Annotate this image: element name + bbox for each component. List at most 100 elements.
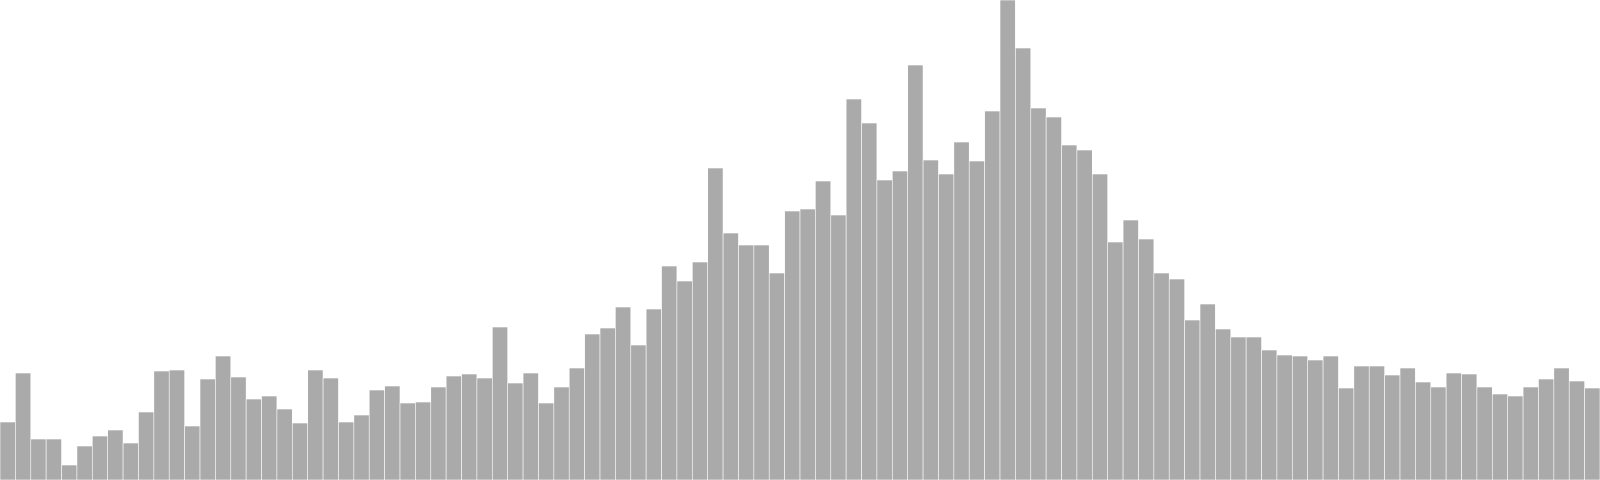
bar-20 [307,369,324,480]
bar-93 [1430,386,1447,480]
bar-28 [430,386,447,480]
bar-43 [661,265,678,480]
bar-65 [999,0,1016,480]
bar-60 [922,159,939,480]
bar-44 [676,280,693,480]
bar-59 [907,64,924,480]
bar-5 [76,445,93,480]
bar-83 [1276,354,1293,480]
bar-102 [1568,380,1585,480]
bar-95 [1461,373,1478,480]
bar-34 [522,372,539,480]
bar-12 [184,425,201,480]
bar-41 [630,344,647,480]
bar-26 [399,402,416,480]
bar-86 [1322,355,1339,480]
bar-77 [1184,319,1201,480]
bar-61 [938,173,955,480]
bar-16 [245,398,262,480]
bar-49 [753,244,770,480]
bar-45 [692,261,708,480]
bar-100 [1538,378,1555,480]
bar-27 [415,401,432,480]
bar-38 [584,333,601,480]
bar-63 [968,160,985,480]
bar-73 [1122,219,1139,480]
bar-46 [707,167,724,480]
bar-19 [292,422,308,480]
bar-68 [1045,116,1062,480]
bar-51 [784,210,801,480]
bar-37 [568,367,585,480]
bar-91 [1399,367,1416,480]
bar-57 [876,179,893,480]
bar-31 [476,377,493,480]
bar-33 [507,382,524,480]
bar-1 [15,372,32,480]
bar-74 [1138,238,1155,480]
bar-30 [461,373,478,480]
bar-21 [322,377,339,480]
bar-6 [92,435,108,480]
bar-82 [1261,349,1278,480]
bar-8 [122,442,139,480]
bar-96 [1476,386,1493,480]
bar-29 [445,375,462,480]
bar-81 [1245,336,1262,480]
bar-4 [61,464,78,480]
bar-66 [1015,47,1032,480]
bar-35 [538,402,555,480]
bar-13 [199,378,216,480]
bar-10 [153,370,170,480]
bar-88 [1353,365,1370,480]
bar-98 [1507,395,1524,480]
bar-54 [830,214,847,480]
bar-42 [645,308,662,480]
bar-76 [1168,278,1185,480]
bar-87 [1338,387,1355,480]
bar-50 [768,272,785,480]
bar-90 [1384,374,1401,480]
bar-64 [984,110,1001,480]
bar-80 [1230,336,1247,480]
bar-75 [1153,272,1170,480]
bar-79 [1215,328,1232,480]
bar-72 [1107,241,1124,480]
bar-101 [1553,367,1570,480]
bar-48 [738,244,755,480]
bar-11 [168,369,185,480]
bar-39 [599,327,616,480]
bar-52 [799,208,816,480]
bar-40 [615,306,632,480]
bar-55 [845,98,862,480]
bar-17 [261,395,278,480]
bar-89 [1368,365,1385,480]
bar-2 [30,438,47,480]
bar-71 [1092,173,1108,480]
bar-0 [0,421,16,480]
bar-85 [1307,359,1324,480]
bar-3 [45,438,62,480]
bar-92 [1415,381,1432,480]
bar-23 [353,414,370,480]
bar-67 [1030,107,1047,480]
bar-62 [953,141,970,480]
bar-24 [368,389,385,480]
bar-14 [215,355,232,480]
bar-78 [1199,303,1216,480]
bar-103 [1584,387,1600,480]
bar-15 [230,376,247,480]
bar-7 [107,429,124,480]
bar-47 [722,232,739,480]
bar-70 [1076,149,1093,480]
bar-18 [276,408,293,480]
bar-25 [384,385,401,480]
bar-94 [1445,372,1462,480]
bar-84 [1292,355,1308,480]
bar-32 [492,326,508,480]
bar-56 [861,122,878,480]
bar-53 [815,180,832,480]
bar-36 [553,386,570,480]
